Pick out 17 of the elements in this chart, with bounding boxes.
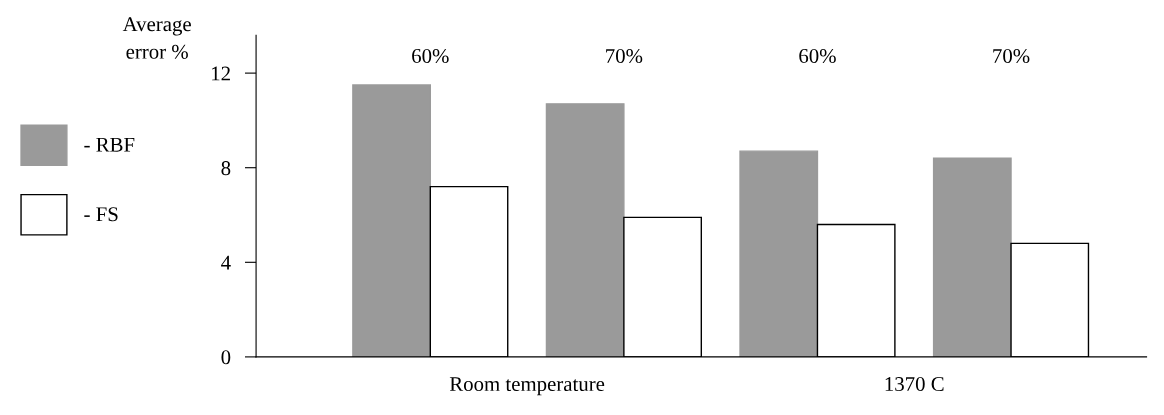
bar bbox=[739, 150, 819, 357]
y-tick-label: 12 bbox=[212, 66, 230, 81]
x-tick-label: 60% bbox=[412, 48, 449, 64]
text: Room temperature bbox=[449, 377, 605, 396]
x-tick-label: 70% bbox=[606, 48, 643, 64]
legend-label: - FS bbox=[84, 207, 118, 222]
y-tick-label: 0 bbox=[221, 350, 231, 365]
bar bbox=[545, 103, 625, 357]
y-tick-label: 8 bbox=[221, 161, 231, 176]
x-tick-label: 60% bbox=[799, 48, 836, 64]
text: 1370 C bbox=[885, 377, 944, 392]
bar bbox=[352, 84, 431, 357]
bar bbox=[932, 157, 1012, 357]
legend-label: - RBF bbox=[84, 137, 135, 152]
y-axis-title: Average error % bbox=[122, 17, 191, 59]
y-tick-label: 4 bbox=[221, 255, 231, 270]
x-tick-label: 70% bbox=[993, 48, 1030, 64]
